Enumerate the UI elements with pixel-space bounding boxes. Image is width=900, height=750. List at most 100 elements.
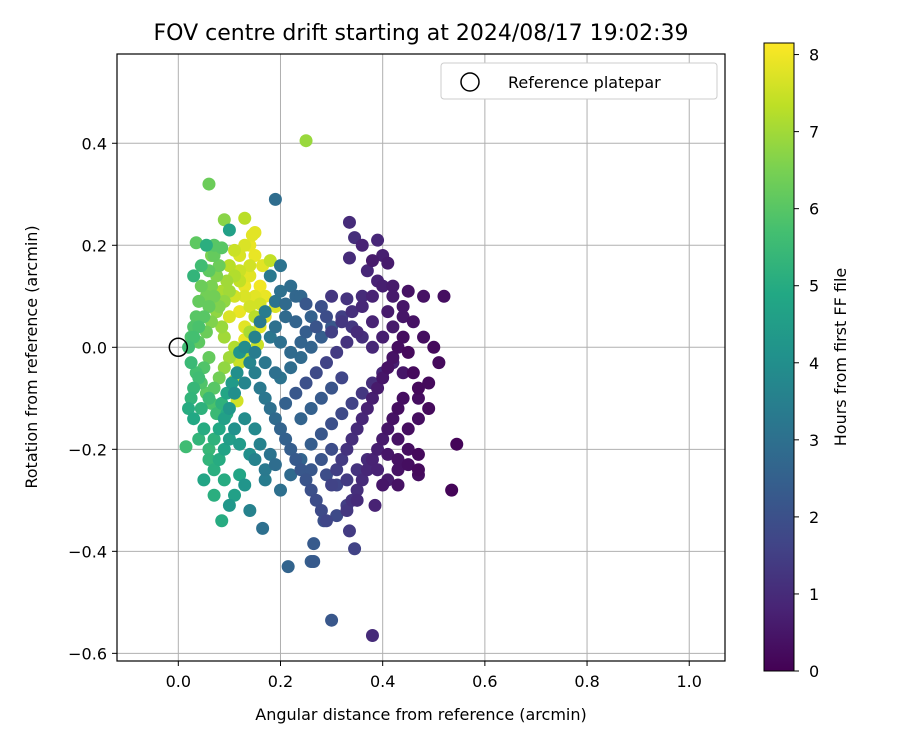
data-point bbox=[192, 371, 206, 385]
data-point bbox=[222, 259, 236, 273]
data-point bbox=[345, 305, 359, 319]
data-point bbox=[401, 442, 415, 456]
data-point bbox=[253, 279, 267, 293]
data-point bbox=[289, 315, 303, 329]
data-point bbox=[386, 412, 400, 426]
data-point bbox=[225, 376, 239, 390]
data-point bbox=[381, 422, 395, 436]
data-point bbox=[335, 371, 349, 385]
data-point bbox=[299, 297, 313, 311]
data-point bbox=[350, 325, 364, 339]
data-point bbox=[253, 381, 267, 395]
data-point bbox=[299, 325, 313, 339]
data-point bbox=[258, 356, 272, 370]
data-point bbox=[263, 330, 277, 344]
reference-point bbox=[168, 337, 189, 358]
data-point bbox=[284, 345, 298, 359]
data-point bbox=[314, 299, 328, 313]
data-point bbox=[207, 289, 221, 303]
data-point bbox=[314, 504, 328, 518]
data-point bbox=[330, 345, 344, 359]
data-point bbox=[222, 284, 236, 298]
data-point bbox=[192, 432, 206, 446]
data-point bbox=[228, 243, 242, 257]
data-point bbox=[197, 422, 211, 436]
y-tick-label: −0.6 bbox=[68, 644, 107, 663]
data-point bbox=[386, 351, 400, 364]
data-point bbox=[202, 391, 216, 405]
data-point bbox=[396, 299, 410, 313]
data-point bbox=[411, 412, 425, 426]
data-point bbox=[307, 537, 321, 551]
data-point bbox=[342, 251, 356, 265]
data-point bbox=[330, 463, 344, 477]
data-point bbox=[304, 402, 318, 416]
data-point bbox=[371, 463, 385, 477]
data-point bbox=[299, 376, 313, 390]
data-point bbox=[279, 432, 293, 446]
data-point bbox=[228, 422, 242, 436]
data-point bbox=[422, 402, 436, 416]
data-point bbox=[217, 473, 231, 487]
data-point bbox=[355, 299, 369, 313]
colorbar-tick-label: 5 bbox=[809, 277, 819, 296]
data-point bbox=[391, 453, 405, 467]
data-point bbox=[222, 223, 236, 237]
data-point bbox=[299, 473, 313, 487]
data-point bbox=[335, 407, 349, 421]
colorbar-tick-label: 0 bbox=[809, 662, 819, 681]
data-point bbox=[391, 402, 405, 416]
data-point bbox=[268, 366, 282, 380]
data-point bbox=[365, 254, 379, 268]
data-point bbox=[381, 256, 395, 270]
data-point bbox=[371, 233, 385, 247]
data-point bbox=[207, 432, 221, 446]
data-point bbox=[325, 417, 339, 431]
data-point bbox=[391, 463, 405, 477]
colorbar-tick-label: 2 bbox=[809, 508, 819, 527]
legend: Reference platepar bbox=[440, 62, 718, 100]
data-point bbox=[243, 299, 257, 313]
data-point bbox=[197, 310, 211, 324]
data-point bbox=[202, 177, 216, 191]
data-point bbox=[309, 320, 323, 334]
legend-label-reference: Reference platepar bbox=[508, 73, 661, 92]
data-point bbox=[268, 320, 282, 334]
x-axis-ticks: 0.0 0.2 0.4 0.6 0.8 1.0 bbox=[166, 661, 702, 691]
data-point bbox=[279, 310, 293, 324]
data-point bbox=[273, 335, 287, 349]
data-point bbox=[381, 447, 395, 461]
data-point bbox=[401, 345, 415, 359]
data-point bbox=[401, 284, 415, 298]
data-point bbox=[222, 351, 236, 364]
data-point bbox=[192, 320, 206, 334]
data-point bbox=[222, 402, 236, 416]
data-point bbox=[368, 498, 382, 512]
data-point bbox=[365, 391, 379, 405]
data-point bbox=[309, 493, 323, 507]
data-point bbox=[217, 442, 231, 456]
data-point bbox=[319, 356, 333, 370]
data-point bbox=[304, 463, 318, 477]
data-point bbox=[304, 310, 318, 324]
data-point bbox=[215, 514, 229, 528]
data-point bbox=[187, 330, 201, 344]
data-point bbox=[243, 504, 257, 518]
colorbar-tick-label: 4 bbox=[809, 354, 819, 373]
data-point bbox=[411, 381, 425, 395]
data-point bbox=[355, 289, 369, 303]
data-point bbox=[253, 315, 267, 329]
data-point bbox=[319, 514, 333, 528]
data-point bbox=[233, 437, 247, 451]
data-point bbox=[325, 613, 339, 627]
data-point bbox=[401, 422, 415, 436]
plot-frame bbox=[116, 53, 726, 662]
data-point bbox=[212, 259, 226, 273]
data-point bbox=[307, 555, 321, 569]
data-point bbox=[256, 521, 270, 535]
data-point bbox=[376, 371, 390, 385]
data-point bbox=[220, 274, 234, 288]
data-point bbox=[314, 427, 328, 441]
data-point bbox=[233, 305, 247, 319]
y-tick-label: −0.4 bbox=[68, 542, 107, 561]
